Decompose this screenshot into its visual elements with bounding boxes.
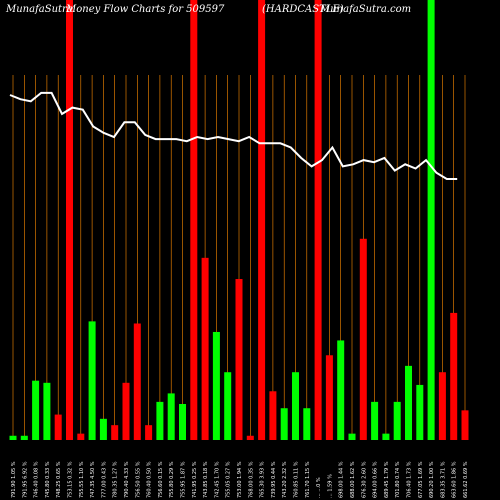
bar-13 (145, 425, 153, 440)
x-tick-label: 755.05 0.27 % (226, 461, 232, 498)
bar-29 (325, 355, 333, 440)
bar-32 (359, 238, 367, 440)
chart-header: MunafaSutra Money Flow Charts for 509597… (5, 4, 411, 15)
bar-22 (246, 435, 254, 440)
chart-symbol: (HARDCASTLE) (262, 4, 344, 15)
x-tick-label: 756.60 0.15 % (158, 461, 164, 498)
x-tick-label: 755.55 1.10 % (79, 461, 85, 498)
bar-12 (133, 323, 141, 440)
bar-26 (292, 372, 299, 440)
bar-30 (337, 340, 345, 440)
bar-37 (416, 384, 424, 440)
x-tick-label: 747.35 4.50 % (90, 461, 96, 498)
bar-9 (99, 418, 107, 440)
bar-31 (348, 433, 356, 440)
bar-8 (88, 321, 96, 440)
x-tick-label: 791.95 6.92 % (22, 461, 28, 498)
x-tick-label: 706.40 1.73 % (407, 461, 413, 498)
bar-7 (77, 433, 85, 440)
bar-41 (461, 410, 469, 440)
x-tick-label: 756.50 0.55 % (135, 461, 141, 498)
x-tick-label: 777.00 0.43 % (101, 461, 107, 498)
x-tick-labels: 791.90 1.05 % 791.95 6.92 % 746.40 0.08 % 7… (11, 461, 469, 498)
x-tick-label: 755.80 0.29 % (169, 461, 175, 498)
site-name-right: MunafaSutra.com (319, 4, 411, 15)
x-tick-label: 761.70 1.15 % (305, 461, 311, 498)
x-tick-label: 753.00 1.94 % (237, 461, 243, 498)
bar-6 (66, 0, 73, 440)
x-tick-label: 746.40 0.08 % (34, 461, 40, 498)
bar-27 (303, 408, 311, 440)
x-tick-label: 688.00 1.62 % (350, 461, 356, 498)
bar-15 (167, 393, 175, 440)
bar-14 (156, 401, 164, 440)
x-tick-label: 768.00 0.35 % (248, 461, 254, 498)
bar-38 (427, 0, 435, 440)
x-tick-label: 765.30 3.93 % (260, 461, 266, 498)
bar-19 (212, 331, 220, 440)
x-tick-label: 694.00 0.66 % (373, 461, 379, 498)
x-tick-label: 661.62 0.69 % (463, 461, 469, 498)
bar-34 (382, 433, 390, 440)
bar-2 (20, 435, 28, 440)
bar-4 (43, 382, 51, 440)
x-tick-label: 745.80 0.33 % (45, 461, 51, 498)
bar-36 (405, 365, 412, 440)
x-tick-label: 690.20 1.00 % (429, 461, 435, 498)
x-tick-label: 698.00 1.44 % (339, 461, 345, 498)
bar-39 (438, 372, 446, 440)
x-tick-label: 701.80 0.74 % (395, 461, 401, 498)
bar-5 (54, 414, 62, 440)
bar-28 (314, 0, 322, 440)
bar-11 (122, 382, 130, 440)
x-tick-label: 743.85 0.18 % (203, 461, 209, 498)
price-line (9, 91, 458, 180)
x-tick-label: 739.95 0.44 % (271, 461, 277, 498)
bar-35 (393, 401, 401, 440)
bar-10 (111, 425, 119, 440)
x-tick-label: 791.90 1.05 % (11, 461, 17, 498)
bar-33 (371, 401, 379, 440)
bar-20 (224, 372, 232, 440)
x-tick-label: 790.40 4.33 % (124, 461, 130, 498)
x-tick-label: 677.05 1.69 % (418, 461, 424, 498)
bar-21 (235, 279, 243, 440)
x-tick-label: 753.15 0.32 % (68, 461, 74, 498)
bar-1 (9, 435, 17, 440)
x-tick-label: 748.25 0.65 % (56, 461, 62, 498)
x-tick-label: ... ...0 % (316, 477, 322, 498)
x-tick-label: 755.95 1.87 % (181, 461, 187, 498)
x-tick-label: 742.45 1.70 % (214, 461, 220, 498)
x-tick-label: 683.35 3.71 % (440, 461, 446, 498)
bar-18 (201, 257, 209, 440)
x-tick-label: 689.45 1.79 % (384, 461, 390, 498)
x-tick-label: 741.95 0.25 % (192, 461, 198, 498)
site-name-left: MunafaSutra (5, 4, 73, 15)
bar-24 (269, 391, 277, 440)
chart-title: Money Flow Charts for 509597 (65, 4, 225, 15)
bar-23 (258, 0, 266, 440)
x-tick-label: 663.60 1.86 % (452, 461, 458, 498)
bar-17 (190, 0, 198, 440)
bar-layer (9, 0, 469, 440)
x-tick-label: 760.40 0.50 % (147, 461, 153, 498)
x-tick-label: 676.30 2.60 % (361, 461, 367, 498)
bar-40 (450, 312, 458, 440)
bar-16 (179, 403, 186, 440)
x-tick-label: 780.35 1.27 % (113, 461, 119, 498)
x-tick-label: 760.85 0.11 % (294, 461, 300, 498)
x-tick-label: ... 1.59 % (327, 474, 333, 498)
bar-25 (280, 408, 288, 440)
bar-3 (32, 380, 40, 440)
x-tick-label: 743.20 2.32 % (282, 461, 288, 498)
